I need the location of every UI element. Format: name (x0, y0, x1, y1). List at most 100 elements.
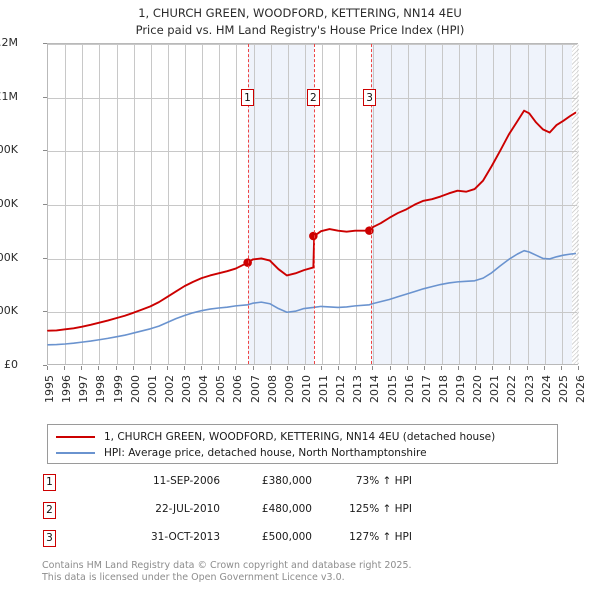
gridline-h-6 (48, 44, 577, 45)
table-row[interactable]: 1 11-SEP-2006 £380,000 73% ↑ HPI (40, 472, 460, 500)
y-tick-label-4: £800K (0, 143, 18, 157)
table-row[interactable]: 2 22-JUL-2010 £480,000 125% ↑ HPI (40, 500, 460, 528)
gridline-v-1998 (99, 44, 101, 364)
x-tick-label-2026: 2026 (574, 375, 587, 403)
x-tick-label-2022: 2022 (505, 375, 519, 403)
footer-line-2: This data is licensed under the Open Gov… (42, 572, 345, 583)
x-tick-label-1999: 1999 (111, 375, 125, 403)
x-tick-label-2004: 2004 (197, 375, 211, 403)
row-hpi-change: 127% ↑ HPI (349, 531, 412, 543)
chart-legend: 1, CHURCH GREEN, WOODFORD, KETTERING, NN… (47, 424, 558, 464)
x-tick-label-1995: 1995 (43, 375, 56, 403)
x-tick-mark-2024 (543, 366, 545, 370)
gridline-v-2024 (544, 44, 546, 364)
y-tick-mark-3 (43, 204, 47, 205)
x-tick-label-2024: 2024 (539, 375, 553, 403)
legend-item-property: 1, CHURCH GREEN, WOODFORD, KETTERING, NN… (56, 429, 549, 445)
gridline-v-2004 (202, 44, 204, 364)
x-tick-mark-2026 (578, 366, 579, 370)
gridline-v-2023 (527, 44, 529, 364)
x-tick-mark-1995 (47, 366, 48, 370)
gridline-v-2000 (133, 44, 135, 364)
x-tick-mark-2011 (321, 366, 323, 370)
legend-swatch-property-icon (56, 436, 95, 438)
gridline-v-2013 (356, 44, 358, 364)
sale-point-3[interactable] (365, 226, 374, 235)
gridline-v-2017 (424, 44, 426, 364)
row-hpi-change: 73% ↑ HPI (355, 475, 412, 487)
x-tick-label-1998: 1998 (94, 375, 108, 403)
row-price: £480,000 (261, 503, 312, 515)
x-tick-label-2000: 2000 (128, 375, 142, 403)
x-tick-label-2010: 2010 (299, 375, 313, 403)
y-tick-mark-6 (43, 43, 47, 44)
x-tick-label-2007: 2007 (248, 375, 262, 403)
x-tick-mark-2008 (269, 366, 271, 370)
x-tick-label-2003: 2003 (180, 375, 194, 403)
gridline-v-2022 (510, 44, 512, 364)
row-date: 31-OCT-2013 (151, 531, 220, 543)
row-price: £380,000 (261, 475, 312, 487)
x-tick-mark-2003 (184, 366, 186, 370)
gridline-v-1996 (65, 44, 67, 364)
x-tick-label-2005: 2005 (214, 375, 228, 403)
sale-point-2[interactable] (309, 231, 318, 241)
x-tick-mark-2023 (526, 366, 528, 370)
gridline-h-1 (48, 312, 577, 314)
y-tick-label-3: £600K (0, 197, 18, 210)
gridline-h-3 (48, 205, 577, 206)
x-tick-mark-2015 (389, 366, 391, 370)
gridline-v-1999 (116, 44, 118, 364)
gridline-h-2 (48, 258, 577, 260)
title-line-subtitle: Price paid vs. HM Land Registry's House … (135, 23, 465, 37)
x-tick-mark-2010 (303, 366, 305, 370)
y-tick-label-2: £400K (0, 250, 18, 264)
x-tick-label-2013: 2013 (351, 375, 365, 403)
gridline-h-4 (48, 151, 577, 153)
gridline-v-1997 (82, 44, 84, 364)
x-tick-label-2008: 2008 (265, 375, 279, 403)
y-tick-label-5: £1M (0, 89, 18, 103)
table-row[interactable]: 3 31-OCT-2013 £500,000 127% ↑ HPI (40, 528, 460, 556)
gridline-v-2011 (322, 44, 324, 364)
row-badge-2: 2 (43, 502, 56, 519)
transactions-table: 1 11-SEP-2006 £380,000 73% ↑ HPI 2 22-JUL-201… (40, 472, 460, 556)
x-tick-mark-2002 (166, 366, 168, 370)
x-tick-label-2018: 2018 (436, 375, 450, 403)
y-tick-label-6: £1.2M (0, 36, 18, 49)
row-date: 22-JUL-2010 (155, 503, 220, 515)
row-badge-3: 3 (43, 530, 56, 547)
x-tick-mark-2020 (475, 366, 477, 370)
row-price: £500,000 (261, 531, 312, 543)
legend-label-property: 1, CHURCH GREEN, WOODFORD, KETTERING, NN… (104, 431, 496, 443)
x-tick-label-1997: 1997 (77, 375, 91, 403)
series-line-hpi (47, 249, 577, 346)
legend-item-hpi: HPI: Average price, detached house, Nort… (56, 445, 549, 461)
sale-point-1[interactable] (243, 258, 252, 267)
x-tick-label-1996: 1996 (60, 375, 74, 403)
x-tick-mark-2007 (252, 366, 254, 370)
x-tick-label-2019: 2019 (454, 375, 468, 403)
x-tick-label-2016: 2016 (402, 375, 416, 403)
y-tick-label-0: £0 (4, 358, 18, 371)
y-tick-label-1: £200K (0, 304, 18, 318)
page-title: 1, CHURCH GREEN, WOODFORD, KETTERING, NN… (0, 5, 600, 39)
x-tick-label-2023: 2023 (522, 375, 536, 403)
x-tick-mark-2006 (235, 366, 237, 370)
y-tick-mark-0 (43, 365, 47, 366)
event-badge-2[interactable]: 2 (306, 89, 320, 106)
gridline-v-2002 (167, 44, 169, 364)
x-tick-mark-2018 (440, 366, 442, 370)
event-badge-3[interactable]: 3 (363, 89, 377, 106)
x-tick-mark-2019 (458, 366, 460, 370)
gridline-v-2015 (390, 44, 392, 364)
event-badge-1[interactable]: 1 (240, 89, 254, 106)
x-tick-label-2025: 2025 (556, 375, 570, 403)
row-hpi-change: 125% ↑ HPI (349, 503, 412, 515)
x-tick-mark-2009 (286, 366, 288, 370)
y-tick-mark-1 (43, 311, 47, 313)
x-tick-mark-2017 (423, 366, 425, 370)
row-badge-1: 1 (43, 474, 56, 491)
x-tick-mark-2022 (509, 366, 511, 370)
x-tick-mark-2021 (492, 366, 494, 370)
